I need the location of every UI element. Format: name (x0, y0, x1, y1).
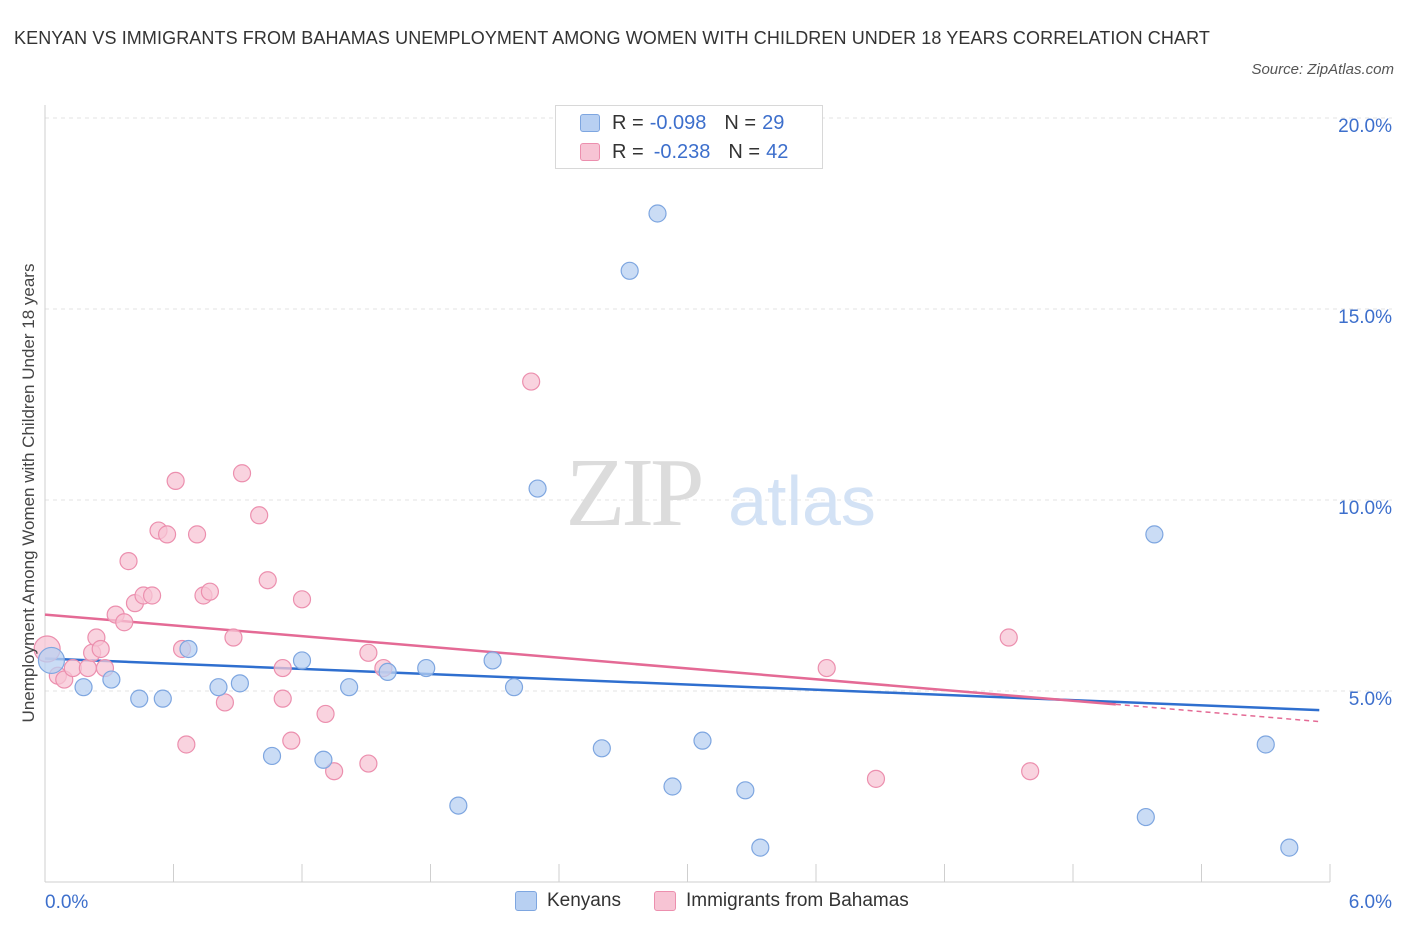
kenyans-swatch (580, 114, 600, 132)
kenyans-point (102, 670, 121, 689)
kenyans-point (37, 646, 66, 675)
kenyans-point (262, 746, 282, 766)
stats-legend: R = -0.098 N = 29 R = -0.238 N = 42 (555, 105, 823, 169)
bahamas-trend-extension (1115, 703, 1320, 723)
bahamas-point (522, 372, 541, 391)
kenyans-point (663, 777, 682, 796)
bahamas-point (224, 628, 243, 647)
bahamas-point (1021, 762, 1040, 781)
kenyans-point (751, 838, 770, 857)
kenyans-point (230, 674, 249, 693)
bahamas-point (177, 735, 196, 754)
bahamas-r-value: -0.238 (653, 140, 711, 163)
kenyans-point (648, 204, 667, 223)
x-tick-label: 0.0% (45, 892, 88, 913)
axes (44, 105, 1331, 883)
r-label: R = (612, 111, 644, 134)
kenyans-legend-swatch (515, 891, 537, 911)
bahamas-point (292, 590, 312, 609)
y-tick-label: 5.0% (1349, 689, 1392, 710)
kenyans-point (1280, 838, 1299, 857)
bahamas-point (316, 704, 335, 724)
bahamas-trend-line (44, 613, 1116, 706)
bahamas-point (258, 571, 277, 590)
bahamas-point (866, 769, 886, 788)
bahamas-point (187, 525, 207, 544)
y-tick-label: 10.0% (1338, 498, 1392, 519)
legend-item-bahamas[interactable]: Immigrants from Bahamas (654, 890, 909, 912)
bahamas-point (232, 464, 252, 483)
kenyans-point (620, 261, 639, 280)
trend-lines (44, 613, 1320, 723)
bahamas-point (273, 689, 292, 708)
kenyans-point (528, 479, 547, 498)
n-label: N = (728, 140, 761, 163)
bahamas-point (250, 506, 269, 525)
kenyans-point (153, 689, 172, 708)
bahamas-swatch (580, 143, 600, 161)
bahamas-point (359, 754, 378, 773)
kenyans-point (74, 678, 93, 697)
bahamas-point (142, 586, 162, 605)
bahamas-point (273, 658, 292, 678)
bahamas-point (166, 471, 185, 490)
series-legend: Kenyans Immigrants from Bahamas (0, 890, 1406, 914)
kenyans-n-value: 29 (762, 111, 785, 134)
watermark-zip: ZIP (566, 439, 701, 547)
kenyans-point (693, 731, 712, 750)
bahamas-point (119, 552, 138, 571)
y-tick-label: 15.0% (1338, 307, 1392, 328)
x-tick-label: 6.0% (1349, 892, 1392, 913)
bahamas-point (359, 643, 378, 662)
kenyans-point (130, 689, 149, 708)
kenyans-trend-line (44, 657, 1320, 712)
bahamas-point (817, 658, 836, 678)
grid (45, 117, 1392, 692)
kenyans-point (417, 658, 436, 678)
kenyans-r-value: -0.098 (649, 111, 707, 134)
kenyans-point (1136, 807, 1155, 827)
source-label: Source: ZipAtlas.com (1251, 61, 1394, 78)
kenyans-legend-label: Kenyans (547, 890, 621, 911)
kenyans-point (209, 678, 228, 697)
bahamas-point (215, 693, 234, 712)
bahamas-point (999, 628, 1018, 647)
kenyans-point (179, 639, 198, 659)
kenyans-point (449, 796, 468, 815)
watermark-atlas: atlas (728, 462, 876, 540)
tick-labels: 5.0% 10.0% 15.0% 20.0% 0.0% 6.0% (45, 116, 1392, 913)
bahamas-legend-label: Immigrants from Bahamas (686, 890, 909, 911)
bahamas-point (282, 731, 301, 750)
legend-row-bahamas: R = -0.238 N = 42 (580, 140, 788, 164)
kenyans-point (340, 678, 359, 697)
kenyans-point (483, 651, 502, 670)
y-axis-label: Unemployment Among Women with Children U… (19, 264, 38, 723)
bahamas-point (115, 613, 134, 632)
kenyans-point (504, 678, 524, 697)
r-label: R = (612, 140, 644, 163)
n-label: N = (724, 111, 757, 134)
bahamas-point (325, 762, 344, 781)
kenyans-point (314, 750, 333, 769)
y-tick-label: 20.0% (1338, 116, 1392, 137)
bahamas-legend-swatch (654, 891, 676, 911)
kenyans-point (736, 781, 755, 800)
bahamas-point (200, 582, 220, 601)
kenyans-point (378, 662, 397, 682)
legend-item-kenyans[interactable]: Kenyans (515, 890, 621, 912)
chart-title: KENYAN VS IMMIGRANTS FROM BAHAMAS UNEMPL… (14, 28, 1210, 48)
bahamas-point (157, 525, 177, 544)
bahamas-point (78, 658, 97, 678)
legend-row-kenyans: R = -0.098 N = 29 (580, 111, 784, 135)
watermark: ZIP atlas (566, 439, 876, 547)
bahamas-n-value: 42 (766, 140, 789, 163)
bahamas-point (91, 639, 110, 659)
kenyans-point (292, 651, 312, 670)
kenyans-point (1145, 525, 1164, 544)
kenyans-point (1256, 735, 1275, 754)
kenyans-point (592, 739, 611, 758)
data-points (33, 204, 1299, 857)
